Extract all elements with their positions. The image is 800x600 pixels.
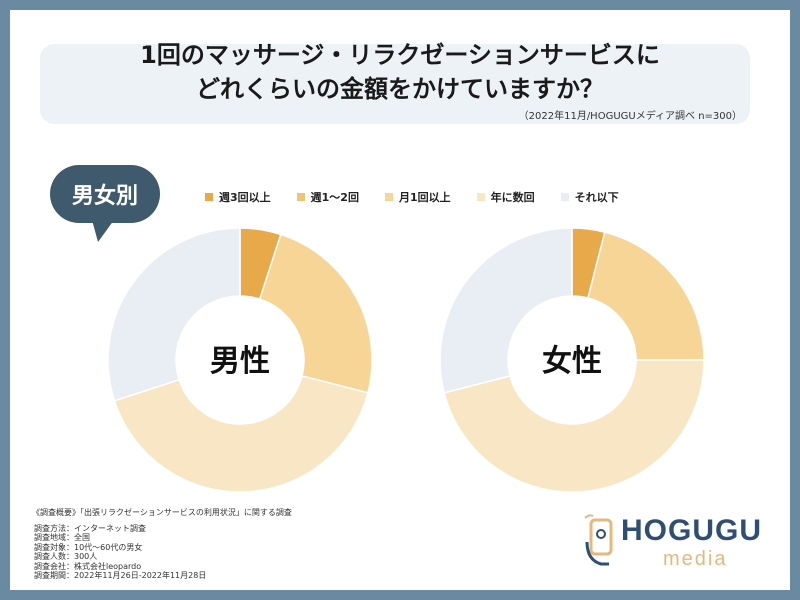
overview-row: 調査対象：10代〜60代の男女	[34, 542, 143, 552]
survey-note: （2022年11月/HOGUGUメディア調べ n=300）	[518, 111, 742, 122]
donut-center-label: 女性	[542, 344, 602, 379]
donut-slice	[587, 231, 705, 361]
legend-swatch	[384, 193, 393, 201]
legend-label: 年に数回	[490, 191, 535, 204]
donut-chart-female: 女性	[439, 227, 705, 493]
overview-row: 調査会社：株式会社leopardo	[34, 561, 142, 571]
legend-item: それ以下	[560, 189, 619, 205]
title-box	[40, 44, 750, 124]
hogugu-logo: HOGUGU media	[583, 512, 773, 572]
donut-slice	[107, 227, 241, 402]
legend-item: 週3回以上	[205, 189, 271, 205]
legend-item: 週1〜2回	[296, 189, 359, 205]
overview-row: 調査地域：全国	[34, 533, 90, 542]
donut-slice	[258, 233, 373, 394]
title-line-1: 1回のマッサージ・リラクゼーションサービスに	[140, 41, 660, 69]
legend: 週3回以上 週1〜2回 月1回以上 年に数回 それ以下	[205, 189, 619, 205]
legend-swatch	[296, 193, 305, 201]
legend-label: それ以下	[574, 191, 619, 204]
title-line-2: どれくらいの金額をかけていますか？	[196, 75, 604, 103]
gender-bubble: 男女別	[50, 165, 160, 223]
donut-slice	[113, 375, 369, 493]
legend-label: 週1〜2回	[310, 191, 359, 204]
legend-swatch	[560, 193, 569, 201]
legend-item: 年に数回	[476, 189, 535, 205]
legend-item: 月1回以上	[384, 189, 451, 205]
phone-hand-icon	[584, 514, 613, 566]
overview-row: 調査方法：インターネット調査	[34, 523, 146, 533]
logo-name: HOGUGU	[621, 514, 762, 547]
legend-label: 月1回以上	[398, 191, 451, 204]
donut-chart-male: 男性	[107, 227, 373, 493]
legend-swatch	[205, 193, 213, 201]
legend-swatch	[476, 193, 485, 201]
bubble-label: 男女別	[71, 184, 138, 209]
overview-row: 調査人数：300人	[34, 552, 98, 561]
survey-overview: 《調査概要》「出張リラクゼーションサービスの利用状況」に関する調査 調査方法：イ…	[32, 508, 292, 581]
overview-heading: 《調査概要》「出張リラクゼーションサービスの利用状況」に関する調査	[32, 508, 292, 517]
donut-center-label: 男性	[210, 344, 270, 379]
chart-title: 1回のマッサージ・リラクゼーションサービスに どれくらいの金額をかけていますか？	[0, 38, 800, 106]
donut-slice	[439, 227, 573, 394]
donut-slice	[443, 359, 705, 493]
overview-row: 調査期間：2022年11月26日-2022年11月28日	[34, 571, 207, 580]
legend-label: 週3回以上	[219, 191, 271, 204]
bubble-tail	[92, 220, 114, 242]
logo-sub: media	[663, 548, 728, 570]
